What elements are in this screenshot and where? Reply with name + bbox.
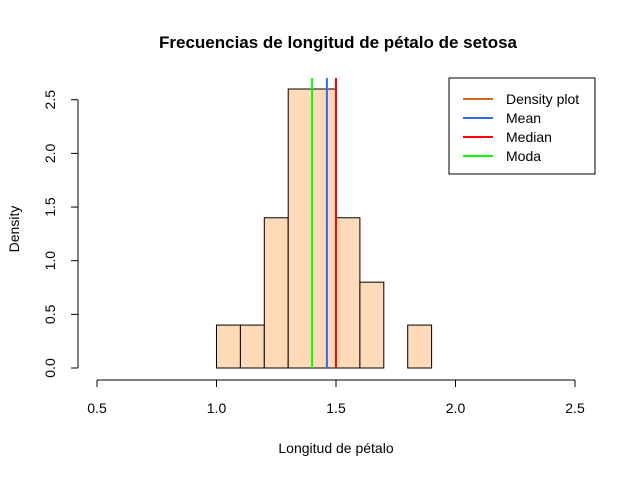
x-tick-label: 1.5 xyxy=(326,400,346,416)
x-tick-label: 2.0 xyxy=(446,400,466,416)
y-tick-label: 1.0 xyxy=(42,251,58,271)
histogram-bar-5 xyxy=(311,88,337,369)
histogram-bar-7 xyxy=(359,281,385,369)
y-tick-label: 0.0 xyxy=(42,358,58,378)
y-tick-label: 2.0 xyxy=(42,143,58,163)
histogram-bar-4 xyxy=(287,88,313,369)
x-tick-label: 2.5 xyxy=(565,400,585,416)
y-tick-label: 0.5 xyxy=(42,304,58,324)
legend-entry-label: Density plot xyxy=(506,91,579,107)
histogram-bar-3 xyxy=(263,217,289,369)
histogram-bar-1 xyxy=(216,324,241,369)
y-axis-label: Density xyxy=(6,206,22,253)
legend-entry-label: Median xyxy=(506,129,552,145)
histogram-bar-9 xyxy=(407,324,433,369)
legend-entry-label: Moda xyxy=(506,148,541,164)
x-tick-label: 0.5 xyxy=(87,400,107,416)
legend-box xyxy=(448,77,596,175)
legend: Density plot Mean Median Moda xyxy=(448,77,596,175)
x-axis-label: Longitud de pétalo xyxy=(278,440,393,456)
y-axis: 0.0 0.5 1.0 1.5 2.0 2.5 xyxy=(42,90,79,378)
y-tick-label: 1.5 xyxy=(42,197,58,217)
histogram-bar-6 xyxy=(335,217,361,369)
chart-title: Frecuencias de longitud de pétalo de set… xyxy=(159,33,518,52)
histogram-bar-2 xyxy=(239,324,265,369)
x-tick-label: 1.0 xyxy=(207,400,227,416)
bars-group xyxy=(216,88,433,369)
y-tick-label: 2.5 xyxy=(42,90,58,110)
x-axis: 0.5 1.0 1.5 2.0 2.5 xyxy=(87,379,585,416)
legend-entry-label: Mean xyxy=(506,110,541,126)
vertical-lines-group xyxy=(311,78,337,368)
